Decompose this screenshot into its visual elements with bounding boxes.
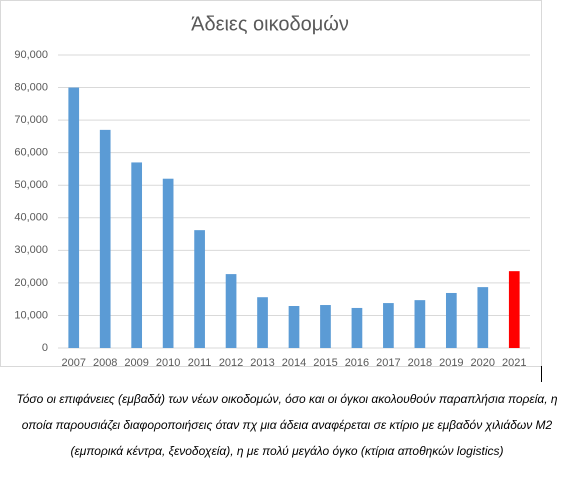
bar (257, 297, 268, 348)
x-tick-label: 2011 (188, 357, 212, 369)
bar (131, 162, 143, 348)
chart-title: Άδειες οικοδομών (191, 13, 349, 35)
x-tick-label: 2016 (345, 357, 369, 369)
bar (477, 287, 489, 348)
x-tick-label: 2013 (250, 357, 274, 369)
x-tick-label: 2020 (471, 357, 495, 369)
bar (351, 307, 363, 348)
x-tick-label: 2010 (156, 357, 180, 369)
y-tick-label: 70,000 (14, 114, 48, 126)
y-tick-label: 0 (42, 342, 48, 354)
y-tick-label: 90,000 (14, 49, 48, 61)
x-tick-label: 2015 (313, 357, 337, 369)
x-tick-label: 2008 (93, 357, 117, 369)
bar (99, 129, 111, 348)
y-tick-label: 50,000 (14, 179, 48, 191)
bar (288, 306, 300, 348)
x-tick-label: 2009 (124, 357, 148, 369)
x-tick-label: 2018 (408, 357, 432, 369)
x-tick-label: 2019 (439, 357, 463, 369)
x-tick-label: 2017 (376, 357, 400, 369)
y-tick-label: 60,000 (14, 147, 48, 159)
chart: Άδειες οικοδομών 0 10,000 20,000 30,000 40,0… (0, 0, 542, 382)
bar (225, 274, 237, 348)
bar (445, 292, 457, 348)
y-tick-label: 10,000 (14, 309, 48, 321)
caption: Τόσο οι επιφάνειες (εμβαδά) των νέων οικ… (16, 392, 558, 458)
y-tick-label: 30,000 (14, 244, 48, 256)
bar (383, 303, 394, 348)
x-tick-label: 2014 (282, 357, 306, 369)
x-tick-label: 2007 (61, 357, 85, 369)
bar (162, 178, 174, 348)
x-tick-label: 2021 (502, 357, 526, 369)
y-tick-label: 20,000 (14, 277, 48, 289)
y-tick-label: 80,000 (14, 81, 48, 93)
y-tick-label: 40,000 (14, 212, 48, 224)
bar (414, 300, 426, 348)
bar (508, 271, 520, 348)
bar (194, 230, 205, 348)
bar (320, 305, 331, 348)
x-tick-label: 2012 (219, 357, 243, 369)
bar (68, 87, 80, 349)
